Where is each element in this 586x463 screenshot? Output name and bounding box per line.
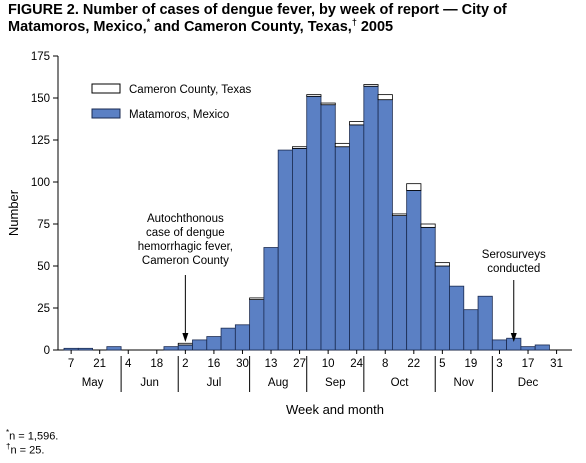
footnote-2: †n = 25.	[6, 442, 45, 457]
x-week-label: 2	[182, 358, 188, 370]
x-week-label: 22	[407, 358, 420, 370]
x-week-label: 3	[496, 358, 502, 370]
bar-matamoros	[406, 189, 422, 351]
x-week-label: 31	[550, 358, 563, 370]
month-label: Sep	[325, 377, 345, 389]
footnote-1: *n = 1,596.	[6, 428, 59, 443]
bar-matamoros	[106, 346, 122, 351]
x-week-label: 5	[439, 358, 445, 370]
bar-matamoros	[206, 336, 222, 351]
annotation-serosurvey-arrow-head	[510, 333, 517, 342]
bar-matamoros	[463, 309, 479, 351]
x-week-label: 18	[150, 358, 163, 370]
annotation-dhf-line: Cameron County	[142, 255, 229, 267]
annotation-dhf-line: hemorrhagic fever,	[138, 241, 233, 253]
y-tick-label: 125	[31, 135, 50, 147]
bar-matamoros	[434, 265, 450, 351]
month-label: May	[82, 377, 104, 389]
bar-matamoros	[391, 215, 408, 351]
y-tick-label: 100	[31, 177, 50, 189]
x-week-label: 24	[350, 358, 363, 370]
month-label: Aug	[268, 377, 288, 389]
bar-matamoros	[320, 104, 336, 351]
x-week-label: 27	[293, 358, 306, 370]
bar-matamoros	[63, 347, 79, 351]
bar-matamoros	[306, 95, 322, 351]
x-week-label: 8	[382, 358, 388, 370]
annotation-serosurvey-line: Serosurveys	[482, 249, 546, 261]
y-tick-label: 25	[37, 303, 50, 315]
bar-matamoros	[420, 226, 436, 351]
bar-matamoros	[263, 247, 279, 351]
y-tick-label: 0	[44, 345, 50, 357]
month-label: Jun	[140, 377, 159, 389]
bar-matamoros	[177, 344, 193, 351]
bar-matamoros	[249, 299, 265, 351]
bar-cameron	[249, 297, 265, 301]
bar-cameron	[334, 142, 350, 148]
bar-matamoros	[449, 285, 465, 351]
annotation-serosurvey-line: conducted	[487, 263, 540, 275]
x-axis-title: Week and month	[286, 402, 384, 417]
x-week-label: 4	[125, 358, 132, 370]
bar-matamoros	[277, 149, 293, 351]
y-tick-label: 75	[37, 219, 50, 231]
figure-title: FIGURE 2. Number of cases of dengue feve…	[8, 2, 578, 36]
bar-cameron	[377, 94, 393, 101]
bar-cameron	[292, 146, 308, 149]
bar-cameron	[363, 84, 379, 87]
x-week-label: 7	[68, 358, 74, 370]
x-week-label: 30	[236, 358, 249, 370]
month-label: Dec	[518, 377, 539, 389]
bar-matamoros	[520, 346, 536, 351]
y-tick-label: 175	[31, 51, 50, 63]
legend-label-cameron: Cameron County, Texas	[129, 84, 252, 96]
y-tick-label: 150	[31, 93, 50, 105]
legend-label-matamoros: Matamoros, Mexico	[129, 109, 229, 121]
bar-cameron	[391, 213, 408, 216]
x-week-label: 13	[265, 358, 278, 370]
x-week-label: 21	[93, 358, 106, 370]
bar-matamoros	[491, 339, 508, 351]
bar-matamoros	[349, 124, 365, 351]
annotation-dhf-line: case of dengue	[146, 227, 225, 239]
bar-cameron	[434, 262, 450, 267]
bar-cameron	[406, 183, 422, 191]
bar-matamoros	[334, 146, 350, 351]
x-week-label: 17	[522, 358, 535, 370]
annotation-dhf-line: Autochthonous	[147, 213, 224, 225]
month-label: Nov	[454, 377, 475, 389]
bar-cameron	[306, 94, 322, 97]
x-week-label: 19	[465, 358, 478, 370]
bar-matamoros	[192, 339, 208, 351]
bar-matamoros	[377, 99, 393, 351]
title-line-1: FIGURE 2. Number of cases of dengue feve…	[8, 2, 507, 18]
bar-cameron	[177, 342, 193, 346]
month-label: Jul	[207, 377, 222, 389]
bar-cameron	[349, 121, 365, 126]
bar-matamoros	[234, 324, 251, 351]
bar-matamoros	[477, 295, 493, 351]
y-axis-title: Number	[6, 189, 21, 236]
legend-swatch-cameron	[91, 83, 121, 94]
bar-matamoros	[77, 347, 93, 351]
bar-matamoros	[163, 346, 179, 351]
title-line-2: Matamoros, Mexico,* and Cameron County, …	[8, 17, 394, 35]
x-week-label: 10	[322, 358, 335, 370]
legend-swatch-matamoros	[91, 108, 121, 119]
bar-cameron	[420, 223, 436, 228]
bar-matamoros	[292, 147, 308, 351]
bar-matamoros	[220, 327, 236, 351]
y-tick-label: 50	[37, 261, 50, 273]
bar-matamoros	[363, 85, 379, 351]
x-week-label: 16	[208, 358, 221, 370]
bar-cameron	[320, 102, 336, 106]
bar-matamoros	[534, 344, 550, 351]
month-label: Oct	[391, 377, 410, 389]
annotation-dhf-arrow-head	[182, 333, 189, 342]
